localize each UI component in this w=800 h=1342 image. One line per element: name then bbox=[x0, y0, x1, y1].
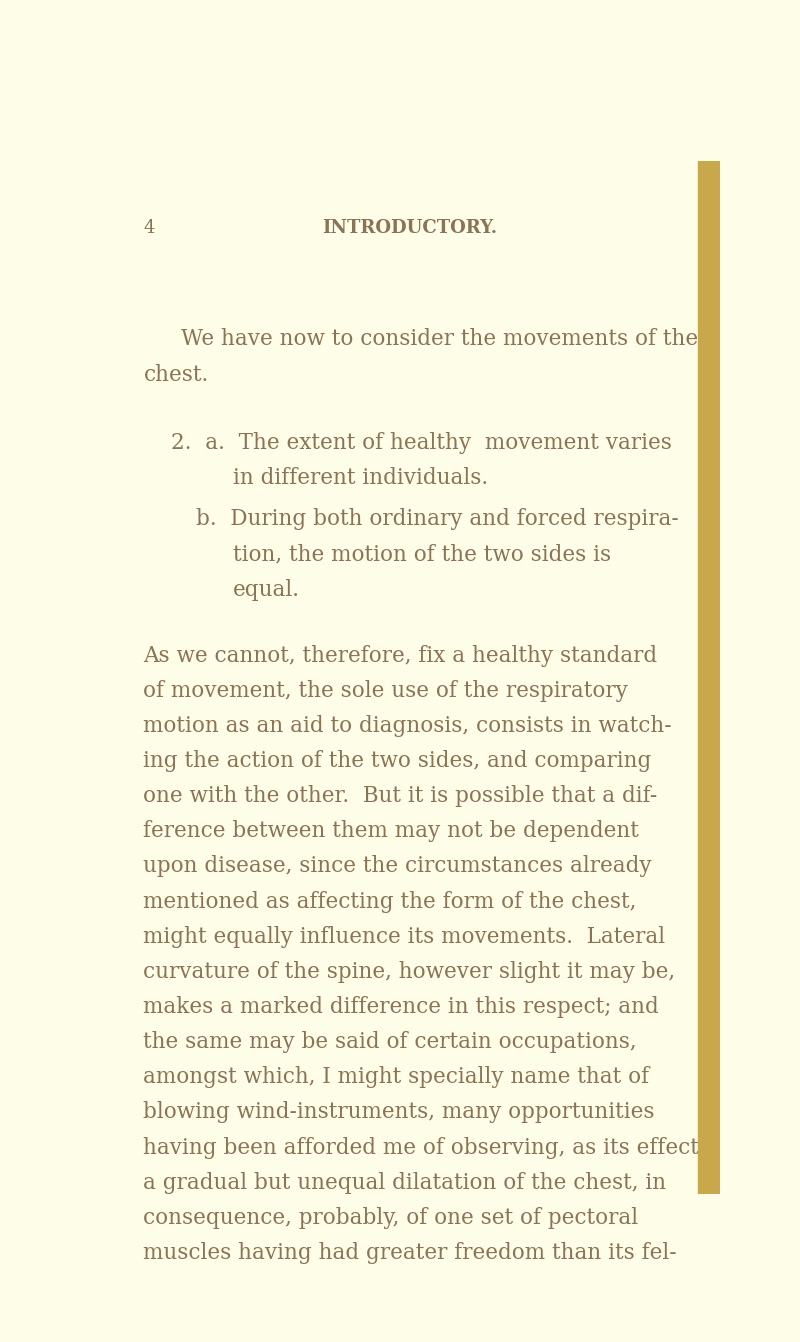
Text: b.  During both ordinary and forced respira-: b. During both ordinary and forced respi… bbox=[196, 509, 679, 530]
Text: muscles having had greater freedom than its fel-: muscles having had greater freedom than … bbox=[143, 1241, 677, 1264]
Text: mentioned as affecting the form of the chest,: mentioned as affecting the form of the c… bbox=[143, 891, 637, 913]
Text: 4: 4 bbox=[143, 219, 154, 238]
Text: might equally influence its movements.  Lateral: might equally influence its movements. L… bbox=[143, 926, 666, 947]
Text: amongst which, I might specially name that of: amongst which, I might specially name th… bbox=[143, 1067, 650, 1088]
Text: makes a marked difference in this respect; and: makes a marked difference in this respec… bbox=[143, 996, 659, 1019]
Text: blowing wind-instruments, many opportunities: blowing wind-instruments, many opportuni… bbox=[143, 1102, 655, 1123]
Text: 2.  a.  The extent of healthy  movement varies: 2. a. The extent of healthy movement var… bbox=[171, 432, 672, 454]
Bar bbox=[698, 161, 720, 1194]
Text: one with the other.  But it is possible that a dif-: one with the other. But it is possible t… bbox=[143, 785, 658, 807]
Text: chest.: chest. bbox=[143, 364, 209, 385]
Text: a gradual but unequal dilatation of the chest, in: a gradual but unequal dilatation of the … bbox=[143, 1172, 666, 1193]
Text: As we cannot, therefore, fix a healthy standard: As we cannot, therefore, fix a healthy s… bbox=[143, 644, 658, 667]
Text: in different individuals.: in different individuals. bbox=[234, 467, 489, 488]
Text: INTRODUCTORY.: INTRODUCTORY. bbox=[322, 219, 498, 238]
Text: tion, the motion of the two sides is: tion, the motion of the two sides is bbox=[234, 544, 611, 565]
Text: the same may be said of certain occupations,: the same may be said of certain occupati… bbox=[143, 1031, 637, 1053]
Text: consequence, probably, of one set of pectoral: consequence, probably, of one set of pec… bbox=[143, 1206, 638, 1229]
Text: ference between them may not be dependent: ference between them may not be dependen… bbox=[143, 820, 639, 843]
Text: having been afforded me of observing, as its effect,: having been afforded me of observing, as… bbox=[143, 1137, 706, 1158]
Text: equal.: equal. bbox=[234, 578, 300, 600]
Text: ing the action of the two sides, and comparing: ing the action of the two sides, and com… bbox=[143, 750, 652, 772]
Text: motion as an aid to diagnosis, consists in watch-: motion as an aid to diagnosis, consists … bbox=[143, 715, 672, 737]
Text: We have now to consider the movements of the: We have now to consider the movements of… bbox=[181, 329, 698, 350]
Text: upon disease, since the circumstances already: upon disease, since the circumstances al… bbox=[143, 855, 652, 878]
Text: of movement, the sole use of the respiratory: of movement, the sole use of the respira… bbox=[143, 680, 628, 702]
Text: curvature of the spine, however slight it may be,: curvature of the spine, however slight i… bbox=[143, 961, 675, 982]
